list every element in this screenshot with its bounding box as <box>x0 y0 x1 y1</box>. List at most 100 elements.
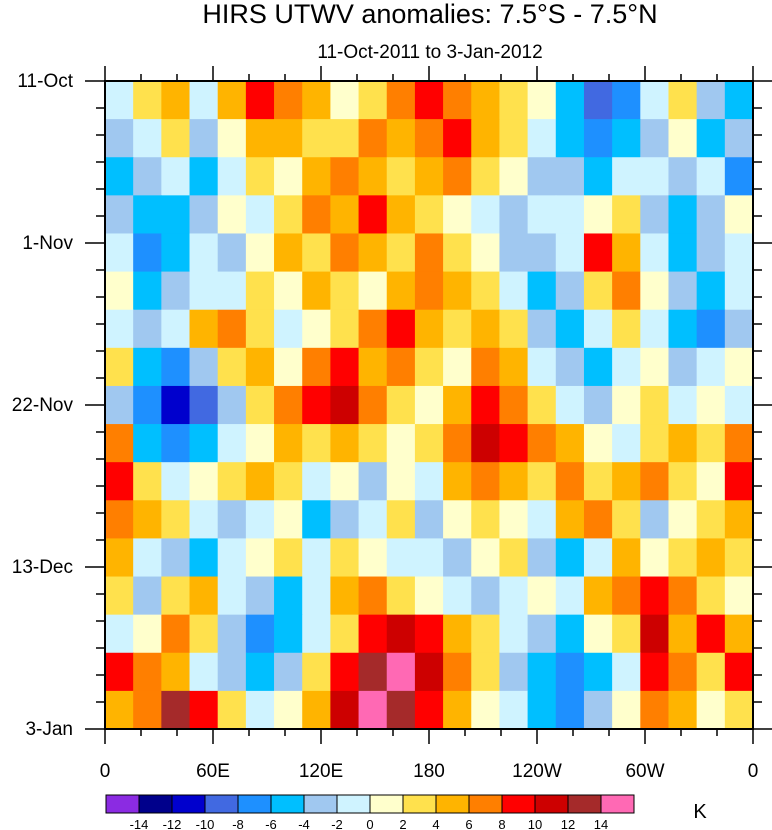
heatmap-cell <box>217 462 247 501</box>
heatmap-cell <box>499 385 529 425</box>
colorbar-swatch <box>468 794 503 814</box>
heatmap-cell <box>133 500 162 540</box>
heatmap-cell <box>386 462 416 501</box>
axis-ticks <box>85 66 772 744</box>
heatmap-cell <box>217 385 247 425</box>
heatmap-cell <box>245 309 275 349</box>
heatmap-cell <box>302 347 331 387</box>
heatmap-cell <box>189 500 219 540</box>
heatmap-cell <box>527 271 557 311</box>
heatmap-cell <box>499 500 529 540</box>
heatmap-cell <box>414 424 444 463</box>
heatmap-cell <box>471 385 501 425</box>
heatmap-cell <box>640 81 670 120</box>
heatmap-cell <box>724 500 754 540</box>
heatmap-cell <box>583 652 613 692</box>
heatmap-cell <box>133 119 162 158</box>
heatmap-cell <box>161 500 191 540</box>
heatmap-cell <box>133 233 162 273</box>
heatmap-cell <box>358 462 388 501</box>
heatmap-cell <box>724 81 754 120</box>
heatmap-cell <box>443 652 472 692</box>
heatmap-cell <box>105 233 134 273</box>
heatmap-cell <box>358 576 388 616</box>
heatmap-cell <box>161 614 191 654</box>
heatmap-cell <box>105 385 134 425</box>
heatmap-cell <box>386 309 416 349</box>
heatmap-cell <box>612 309 641 349</box>
anomaly-field <box>105 81 754 730</box>
heatmap-cell <box>245 271 275 311</box>
heatmap-cell <box>217 271 247 311</box>
heatmap-cell <box>724 652 754 692</box>
heatmap-cell <box>330 157 360 196</box>
y-tick-label: 13-Dec <box>12 557 73 578</box>
colorbar-swatch <box>600 794 635 814</box>
heatmap-cell <box>330 538 360 578</box>
heatmap-cell <box>612 462 641 501</box>
heatmap-cell <box>527 347 557 387</box>
heatmap-cell <box>386 500 416 540</box>
heatmap-cell <box>386 690 416 730</box>
heatmap-cell <box>724 157 754 196</box>
heatmap-cell <box>414 538 444 578</box>
heatmap-cell <box>583 424 613 463</box>
heatmap-cell <box>386 271 416 311</box>
heatmap-cell <box>302 157 331 196</box>
heatmap-cell <box>217 309 247 349</box>
heatmap-cell <box>640 500 670 540</box>
heatmap-cell <box>724 195 754 235</box>
heatmap-cell <box>358 195 388 235</box>
heatmap-cell <box>527 309 557 349</box>
colorbar-swatch <box>501 794 536 814</box>
heatmap-cell <box>133 347 162 387</box>
chart-subtitle: 11-Oct-2011 to 3-Jan-2012 <box>317 42 542 63</box>
heatmap-cell <box>217 652 247 692</box>
heatmap-cell <box>414 652 444 692</box>
heatmap-cell <box>527 538 557 578</box>
heatmap-cell <box>105 347 134 387</box>
heatmap-cell <box>696 462 726 501</box>
heatmap-cell <box>640 385 670 425</box>
heatmap-cell <box>302 119 331 158</box>
heatmap-cell <box>668 424 698 463</box>
colorbar-swatch <box>369 794 404 814</box>
heatmap-cell <box>358 233 388 273</box>
heatmap-cell <box>330 119 360 158</box>
heatmap-cell <box>612 385 641 425</box>
heatmap-cell <box>724 462 754 501</box>
heatmap-cell <box>274 462 303 501</box>
heatmap-cell <box>612 500 641 540</box>
heatmap-cell <box>161 81 191 120</box>
heatmap-cell <box>640 157 670 196</box>
heatmap-cell <box>527 81 557 120</box>
y-axis-labels: 11-Oct 1-Nov 22-Nov 13-Dec 3-Jan <box>12 71 74 740</box>
colorbar-swatch <box>237 794 272 814</box>
heatmap-cell <box>668 500 698 540</box>
heatmap-cell <box>358 385 388 425</box>
heatmap-cell <box>443 347 472 387</box>
heatmap-cell <box>555 157 585 196</box>
heatmap-cell <box>386 195 416 235</box>
heatmap-cell <box>612 690 641 730</box>
heatmap-cell <box>724 424 754 463</box>
heatmap-cell <box>386 157 416 196</box>
heatmap-cell <box>471 309 501 349</box>
heatmap-cell <box>274 271 303 311</box>
heatmap-cell <box>724 271 754 311</box>
heatmap-cell <box>189 652 219 692</box>
heatmap-cell <box>245 462 275 501</box>
heatmap-cell <box>499 614 529 654</box>
heatmap-cell <box>105 309 134 349</box>
heatmap-cell <box>245 385 275 425</box>
colorbar-swatch <box>204 794 239 814</box>
colorbar-label: 6 <box>465 817 472 830</box>
x-axis-labels: 0 60E 120E 180 120W 60W 0 <box>100 761 759 782</box>
heatmap-cell <box>555 538 585 578</box>
heatmap-cell <box>386 385 416 425</box>
heatmap-cell <box>555 119 585 158</box>
heatmap-cell <box>386 347 416 387</box>
heatmap-cell <box>696 500 726 540</box>
heatmap-cell <box>245 652 275 692</box>
heatmap-cell <box>189 424 219 463</box>
